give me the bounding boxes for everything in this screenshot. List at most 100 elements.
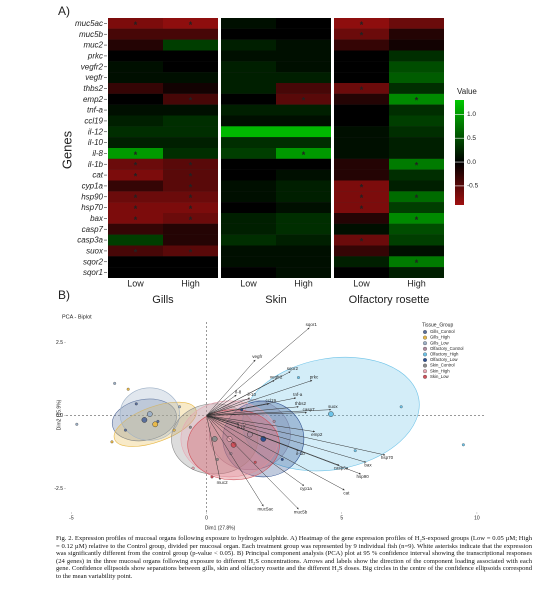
heat-cell <box>389 39 444 51</box>
y-tick-label: 2.5 <box>56 340 63 346</box>
sample-point <box>461 443 465 447</box>
heat-cell <box>389 202 444 213</box>
gene-label: ccl19 <box>84 117 103 126</box>
legend-swatch <box>423 346 427 351</box>
heat-cell <box>276 126 331 138</box>
column-label: High <box>407 278 426 288</box>
significance-mark: * <box>189 247 193 257</box>
gene-label: hsp70 <box>81 203 103 212</box>
legend-swatch <box>423 341 427 346</box>
heat-cell <box>276 115 331 127</box>
gene-label: casp7 <box>82 225 104 234</box>
significance-mark: * <box>415 215 419 225</box>
gene-label: sqor2 <box>83 257 104 266</box>
loading-arrow <box>206 415 316 433</box>
heat-cell <box>163 191 218 203</box>
heat-cell <box>221 115 276 127</box>
sample-point <box>110 440 114 444</box>
heat-cell <box>108 39 163 51</box>
heat-cell <box>389 83 444 94</box>
loading-label: bax <box>364 462 372 467</box>
loading-label: casp3a <box>334 465 349 470</box>
significance-mark: * <box>134 204 138 214</box>
significance-mark: * <box>189 215 193 225</box>
heat-cell <box>389 93 444 105</box>
loading-label: suox <box>328 404 338 409</box>
heat-cell <box>108 234 163 246</box>
facet-label: Gills <box>152 294 174 306</box>
heat-cell <box>108 72 163 83</box>
loading-label: emp2 <box>311 432 323 437</box>
heat-cell <box>276 223 331 235</box>
heat-cell <box>389 213 444 224</box>
loading-arrow <box>206 380 313 416</box>
legend-label: Skin_High <box>430 368 450 373</box>
legend-tick-label: 0.5 <box>467 135 476 142</box>
heat-cell <box>221 93 276 105</box>
significance-mark: * <box>302 96 306 106</box>
heat-cell <box>163 180 218 192</box>
loading-label: muc5b <box>294 509 308 514</box>
heat-cell <box>276 50 331 62</box>
heat-cell <box>108 191 163 203</box>
significance-mark: * <box>189 193 193 203</box>
y-axis-label: Genes <box>59 130 74 169</box>
gene-label: vegfr <box>85 73 103 82</box>
heat-cell <box>334 256 389 268</box>
heat-cell <box>334 72 389 83</box>
gene-label: sqor1 <box>83 268 103 277</box>
heat-cell <box>163 158 218 170</box>
loading-arrow <box>206 415 299 451</box>
group-mean <box>230 441 237 448</box>
heat-cell <box>108 126 163 138</box>
heat-cell <box>108 148 163 159</box>
heat-cell <box>334 115 389 127</box>
loading-label: hsp70 <box>381 455 394 460</box>
column-label: High <box>181 278 200 288</box>
legend-label: Olfactory_Control <box>430 346 463 351</box>
significance-mark: * <box>415 161 419 171</box>
gene-label: suox <box>86 247 104 256</box>
heat-cell <box>276 245 331 257</box>
significance-mark: * <box>360 31 364 41</box>
heat-cell <box>108 50 163 62</box>
loading-label: il-10 <box>248 392 257 397</box>
gene-label: muc5ac <box>75 19 103 28</box>
legend-title: Value <box>457 87 477 96</box>
heat-cell <box>334 93 389 105</box>
heat-cell <box>334 213 389 224</box>
heat-cell <box>389 256 444 268</box>
heat-cell <box>163 115 218 127</box>
heat-cell <box>108 137 163 148</box>
heat-cell <box>389 18 444 29</box>
heat-cell <box>334 191 389 203</box>
heat-cell <box>276 18 331 29</box>
loading-label: casp7 <box>303 407 316 412</box>
legend-label: Olfactory_Low <box>430 357 458 362</box>
heat-cell <box>163 50 218 62</box>
gene-label: il-8 <box>92 149 103 158</box>
heat-cell <box>334 223 389 235</box>
legend-swatch <box>423 374 427 379</box>
heat-cell <box>163 137 218 148</box>
sample-point <box>113 381 117 385</box>
gene-label: il-12 <box>88 127 104 136</box>
x-axis-label: Dim1 (27.8%) <box>205 525 236 531</box>
heat-cell <box>221 50 276 62</box>
gene-label: cyp1a <box>82 182 104 191</box>
loading-arrow <box>206 397 251 416</box>
heat-cell <box>276 93 331 105</box>
caption: Fig. 2. Expression profiles of mucosal o… <box>56 535 532 580</box>
heat-cell <box>221 158 276 170</box>
gene-label: bax <box>90 214 104 223</box>
heat-cell <box>163 213 218 224</box>
heat-cell <box>276 148 331 159</box>
heat-cell <box>276 28 331 40</box>
sample-point <box>297 376 300 379</box>
heat-cell <box>334 180 389 192</box>
loading-label: il-8 <box>235 389 241 394</box>
heat-cell <box>163 93 218 105</box>
heat-cell <box>221 234 276 246</box>
sample-point <box>399 405 403 409</box>
significance-mark: * <box>189 20 193 30</box>
